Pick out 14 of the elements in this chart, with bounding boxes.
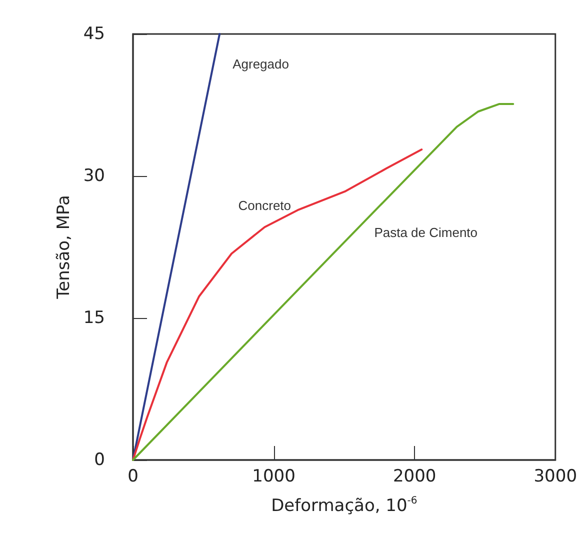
x-tick-label: 2000	[392, 466, 436, 486]
x-tick-label: 3000	[534, 466, 577, 486]
y-axis-title: Tensão, MPa	[54, 195, 74, 300]
y-tick-label: 0	[94, 450, 105, 470]
y-tick-label: 30	[83, 166, 105, 186]
series-label: Concreto	[238, 198, 292, 214]
x-tick-label: 1000	[252, 466, 296, 486]
y-tick-label: 15	[83, 308, 105, 328]
line-series	[132, 148, 423, 461]
y-tick-label: 45	[83, 24, 105, 44]
series-label: Agregado	[232, 56, 289, 72]
series-label: Pasta de Cimento	[374, 224, 478, 240]
x-tick-label: 0	[128, 466, 138, 486]
line-series	[132, 103, 514, 461]
